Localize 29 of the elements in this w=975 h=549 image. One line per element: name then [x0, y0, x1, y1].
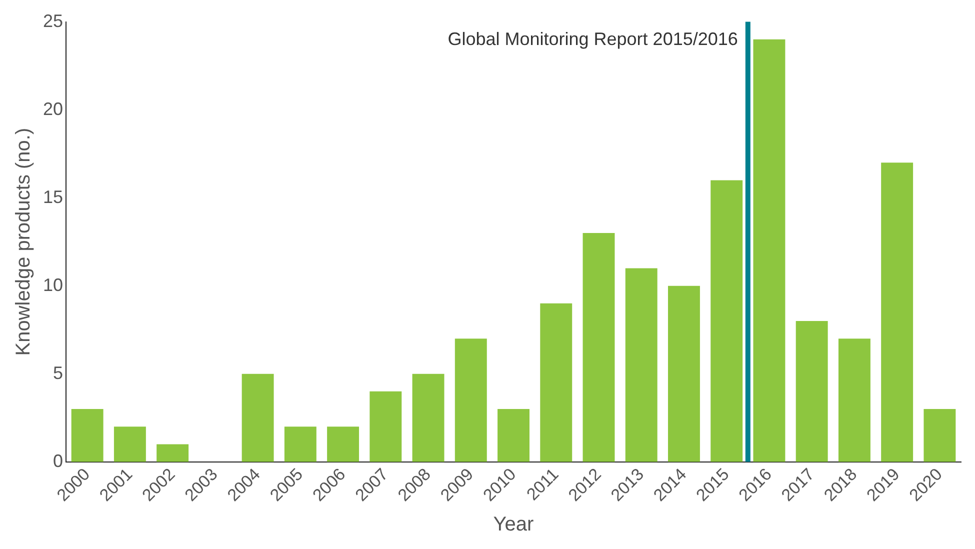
- bar: [327, 426, 360, 462]
- y-tick-label: 25: [42, 10, 64, 31]
- bar: [71, 409, 104, 462]
- bar: [881, 162, 914, 462]
- y-tick-label: 5: [53, 362, 64, 383]
- bar: [412, 374, 444, 462]
- bar: [582, 233, 615, 462]
- bar: [540, 303, 572, 462]
- y-tick-label: 10: [42, 274, 64, 295]
- x-axis-title: Year: [493, 514, 534, 536]
- bar: [454, 338, 487, 462]
- bar: [796, 321, 828, 462]
- bar: [924, 409, 956, 462]
- bar: [156, 444, 189, 462]
- y-tick-label: 15: [42, 186, 64, 207]
- ref-line-label: Global Monitoring Report 2015/2016: [448, 28, 738, 49]
- y-axis-title: Knowledge products (no.): [12, 128, 35, 356]
- bar: [753, 39, 786, 462]
- bar: [114, 426, 146, 462]
- bar: [625, 268, 658, 462]
- y-tick-label: 20: [42, 98, 64, 119]
- bar: [284, 426, 316, 462]
- bar: [370, 391, 402, 462]
- bar: [710, 180, 743, 462]
- bar: [838, 338, 870, 462]
- y-tick-label: 0: [53, 450, 64, 471]
- bar: [242, 374, 274, 462]
- bar: [668, 286, 700, 462]
- bar: [498, 409, 530, 462]
